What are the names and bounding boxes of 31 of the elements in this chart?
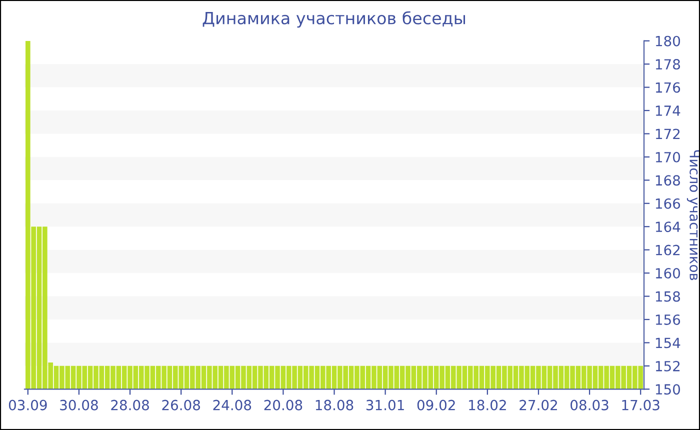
x-tick-label: 17.03: [622, 400, 660, 410]
y-tick-label: 168: [656, 175, 680, 186]
y-tick-label: 156: [656, 314, 680, 325]
y-tick-label: 170: [656, 152, 680, 162]
x-tick-label: 24.08: [213, 400, 252, 410]
y-tick-label: 174: [656, 106, 680, 116]
y-tick-label: 158: [656, 291, 680, 302]
x-tick-label: 26.08: [162, 400, 200, 410]
y-tick-label: 176: [656, 82, 680, 93]
y-tick-label: 164: [656, 222, 680, 232]
y-tick-label: 180: [656, 36, 680, 46]
x-tick-label: 20.08: [264, 400, 302, 410]
y-tick-label: 152: [656, 360, 680, 372]
y-axis-title: Число участников: [686, 150, 700, 280]
y-tick-label: 178: [656, 59, 680, 70]
x-tick-label: 28.08: [111, 400, 149, 410]
x-tick-label: 18.02: [469, 400, 506, 410]
x-tick-label: 18.08: [316, 400, 354, 410]
y-tick-label: 166: [656, 198, 680, 209]
y-tick-label: 154: [656, 338, 680, 348]
x-tick-label: 08.03: [570, 400, 608, 410]
x-tick-label: 09.02: [417, 400, 455, 410]
x-tick-label: 31.01: [366, 400, 404, 410]
x-tick-label: 03.09: [8, 400, 47, 410]
x-tick-label: 30.08: [60, 400, 98, 410]
y-tick-label: 172: [656, 128, 680, 140]
y-tick-label: 160: [656, 268, 680, 279]
y-tick-label: 162: [656, 244, 680, 256]
y-tick-label: 150: [656, 384, 680, 395]
chart-title: Динамика участников беседы: [202, 11, 466, 28]
x-tick-label: 27.02: [520, 400, 557, 410]
